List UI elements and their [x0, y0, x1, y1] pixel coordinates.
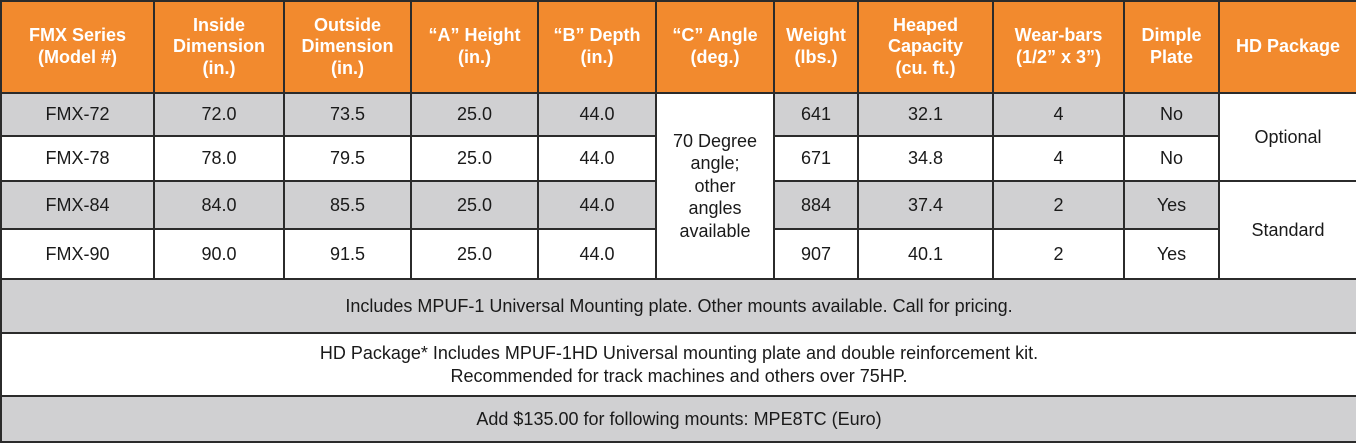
data-cell: FMX-84	[0, 180, 155, 230]
note-cell: HD Package* Includes MPUF-1HD Universal …	[0, 332, 1356, 397]
text-line: (1/2” x 3”)	[1015, 47, 1102, 67]
text-line: (Model #)	[38, 47, 117, 67]
text-line: “A” Height	[428, 25, 521, 46]
header-cell: Wear-bars (1/2” x 3”)	[992, 0, 1125, 94]
data-row: FMX-78 78.0 79.5 25.0 44.0 671 34.8 4 No	[0, 135, 1356, 182]
text-line: HD Package	[1235, 36, 1341, 57]
text-line: (in.)	[580, 47, 614, 67]
data-row: FMX-84 84.0 85.5 25.0 44.0 884 37.4 2 Yes Standar…	[0, 180, 1356, 280]
data-cell: 2	[992, 228, 1125, 280]
data-cell: 37.4	[857, 180, 994, 230]
header-cell: FMX Series (Model #)	[0, 0, 155, 94]
text-line: “B” Depth	[553, 25, 641, 46]
data-cell: No	[1123, 135, 1220, 182]
data-cell: 90.0	[153, 228, 285, 280]
angle-cell: 70 Degree angle; other angles available	[655, 92, 775, 280]
data-cell: 44.0	[537, 180, 657, 230]
header-row: FMX Series (Model #) Inside Dimension (in.) O…	[0, 0, 1356, 94]
data-cell: 25.0	[410, 180, 539, 230]
data-cell: 25.0	[410, 228, 539, 280]
text-line: Inside	[192, 14, 245, 35]
data-cell: No	[1123, 92, 1220, 137]
data-cell: 34.8	[857, 135, 994, 182]
text-line: available	[679, 220, 751, 241]
text-line: Capacity	[887, 36, 964, 57]
text-line: Heaped	[892, 14, 959, 35]
text-line: (in.)	[458, 47, 491, 67]
header-cell: HD Package	[1218, 0, 1356, 94]
data-cell: 85.5	[283, 180, 412, 230]
data-cell: 91.5	[283, 228, 412, 280]
header-cell: Dimple Plate	[1123, 0, 1220, 94]
data-cell: 4	[992, 135, 1125, 182]
data-row: FMX-72 72.0 73.5 25.0 44.0 70 Degree angle; oth…	[0, 92, 1356, 280]
data-cell: 2	[992, 180, 1125, 230]
text-line: Wear-bars	[1014, 25, 1103, 46]
data-cell: Yes	[1123, 228, 1220, 280]
note-row: Includes MPUF-1 Universal Mounting plate…	[0, 278, 1356, 334]
text-line: (lbs.)	[794, 47, 838, 67]
data-cell: 641	[773, 92, 859, 137]
hd-package-cell: Standard	[1218, 180, 1356, 280]
data-cell: 32.1	[857, 92, 994, 137]
data-cell: 44.0	[537, 92, 657, 137]
data-cell: 84.0	[153, 180, 285, 230]
note-cell: Add $135.00 for following mounts: MPE8TC…	[0, 395, 1356, 443]
text-line: Recommended for track machines and other…	[450, 365, 908, 386]
note-cell: Includes MPUF-1 Universal Mounting plate…	[0, 278, 1356, 334]
data-cell: 907	[773, 228, 859, 280]
text-line: (cu. ft.)	[895, 57, 956, 78]
text-line: “C” Angle	[672, 25, 758, 46]
text-line: (in.)	[202, 57, 236, 78]
data-cell: FMX-78	[0, 135, 155, 182]
data-cell: 25.0	[410, 92, 539, 137]
header-cell: Inside Dimension (in.)	[153, 0, 285, 94]
note-row: Add $135.00 for following mounts: MPE8TC…	[0, 395, 1356, 443]
text-line: Includes MPUF-1 Universal Mounting plate…	[345, 295, 1013, 316]
data-cell: Yes	[1123, 180, 1220, 230]
header-cell: “A” Height (in.)	[410, 0, 539, 94]
text-line: HD Package* Includes MPUF-1HD Universal …	[319, 343, 1039, 363]
text-line: 70 Degree	[672, 130, 758, 151]
text-line: Outside	[313, 14, 381, 35]
data-row: FMX-90 90.0 91.5 25.0 44.0 907 40.1 2 Yes	[0, 228, 1356, 280]
data-cell: 73.5	[283, 92, 412, 137]
header-cell: Heaped Capacity (cu. ft.)	[857, 0, 994, 94]
data-cell: 671	[773, 135, 859, 182]
data-cell: 79.5	[283, 135, 412, 182]
text-line: other	[694, 175, 736, 196]
header-cell: “B” Depth (in.)	[537, 0, 657, 94]
text-line: FMX Series	[28, 25, 127, 46]
text-line: (in.)	[331, 57, 364, 78]
header-cell: “C” Angle (deg.)	[655, 0, 775, 94]
data-cell: 72.0	[153, 92, 285, 137]
data-cell: FMX-90	[0, 228, 155, 280]
data-cell: 884	[773, 180, 859, 230]
hd-package-cell: Optional	[1218, 92, 1356, 182]
text-line: Weight	[786, 25, 846, 46]
data-cell: 44.0	[537, 228, 657, 280]
note-row: HD Package* Includes MPUF-1HD Universal …	[0, 332, 1356, 397]
data-cell: 40.1	[857, 228, 994, 280]
text-line: angle;	[690, 153, 740, 174]
header-cell: Outside Dimension (in.)	[283, 0, 412, 94]
data-cell: 78.0	[153, 135, 285, 182]
data-cell: FMX-72	[0, 92, 155, 137]
data-cell: 44.0	[537, 135, 657, 182]
text-line: Dimension	[301, 36, 394, 57]
text-line: Dimension	[172, 36, 265, 57]
header-cell: Weight (lbs.)	[773, 0, 859, 94]
text-line: (deg.)	[690, 47, 740, 67]
text-line: angles	[688, 198, 742, 219]
text-line: Add $135.00 for following mounts: MPE8TC…	[476, 408, 882, 429]
text-line: Plate	[1149, 47, 1194, 67]
data-cell: 4	[992, 92, 1125, 137]
data-cell: 25.0	[410, 135, 539, 182]
text-line: Dimple	[1141, 25, 1202, 46]
